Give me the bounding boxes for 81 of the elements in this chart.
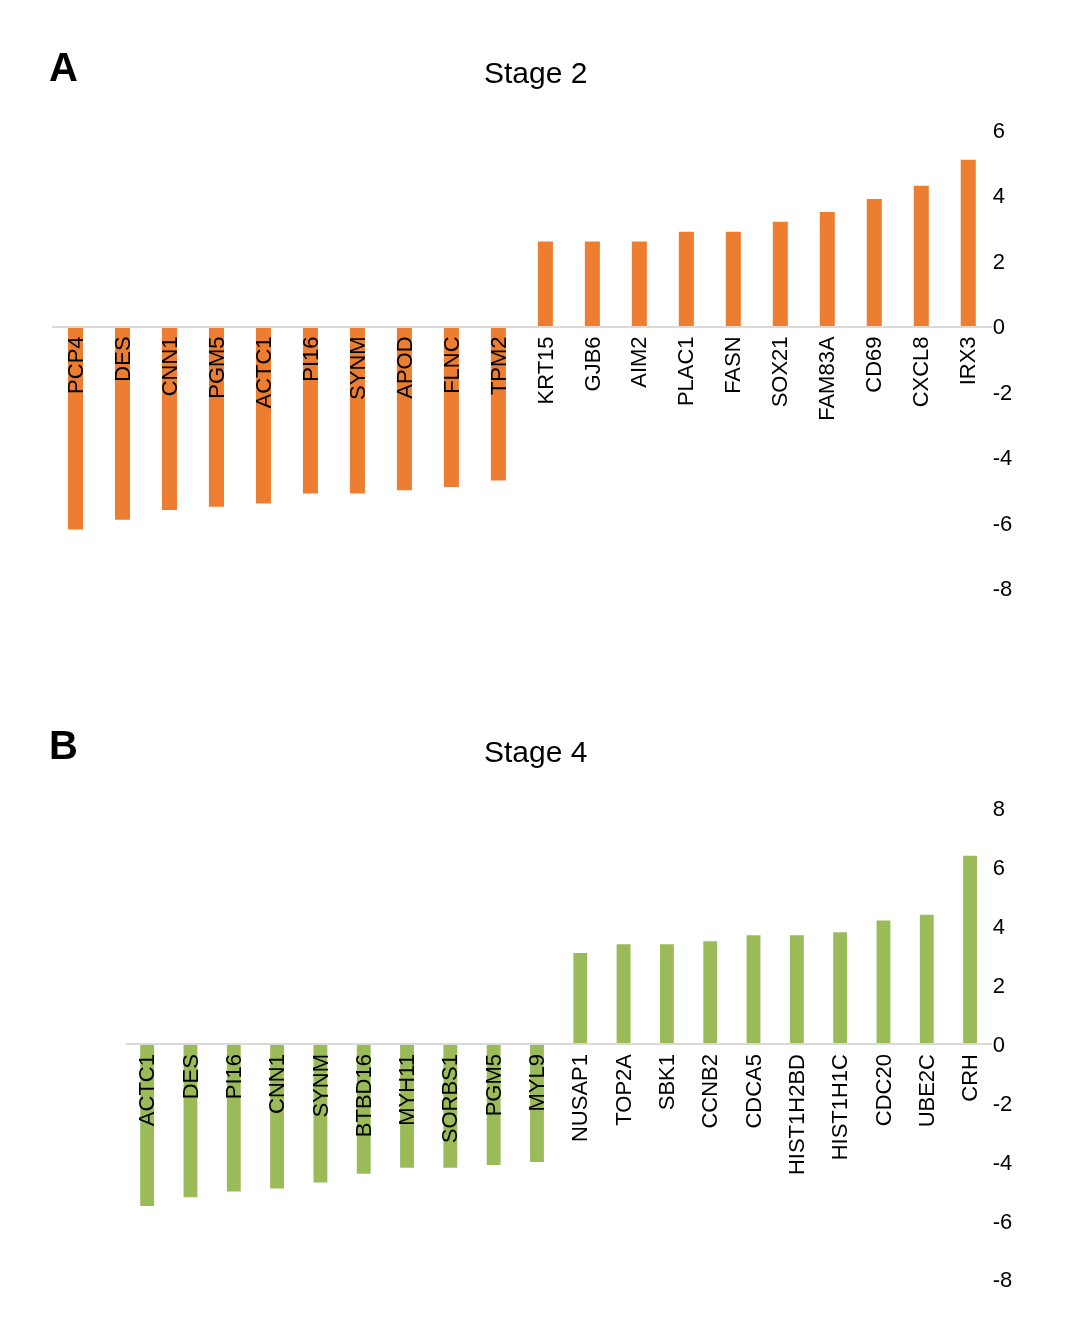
x-tick-label: PCP4	[62, 336, 88, 394]
text: A	[49, 45, 78, 89]
bar	[537, 241, 553, 327]
x-tick-label: DES	[109, 336, 135, 382]
bar	[772, 221, 788, 327]
bar	[960, 159, 976, 327]
bar	[876, 920, 891, 1045]
x-tick-label: GJB6	[579, 336, 605, 392]
y-tick-label: -8	[992, 1267, 1013, 1293]
y-tick-label: -4	[992, 445, 1013, 471]
y-tick-label: 8	[992, 796, 1005, 822]
x-tick-label: PI16	[297, 336, 323, 382]
x-tick-label: PLAC1	[673, 336, 699, 407]
y-tick-label: 6	[992, 855, 1005, 881]
bar	[584, 241, 600, 327]
x-tick-label: UBE2C	[913, 1053, 939, 1128]
x-tick-label: FAM83A	[814, 336, 840, 421]
x-tick-label: SYNM	[307, 1054, 333, 1118]
bar	[913, 185, 929, 327]
x-tick-label: BTBD16	[350, 1054, 376, 1138]
x-tick-label: NUSAP1	[567, 1054, 593, 1143]
y-tick-label: 2	[992, 973, 1005, 999]
y-tick-label: 4	[992, 914, 1005, 940]
y-tick-label: -6	[992, 510, 1013, 536]
x-tick-label: SOX21	[767, 336, 793, 408]
bar	[703, 941, 718, 1045]
x-tick-label: ACTC1	[250, 336, 276, 409]
x-tick-label: PGM5	[203, 336, 229, 399]
bar	[789, 935, 804, 1045]
x-tick-label: CNN1	[156, 336, 182, 397]
x-tick-label: MYL9	[524, 1054, 550, 1112]
bar	[678, 231, 694, 327]
bar	[866, 198, 882, 327]
x-tick-label: FASN	[720, 336, 746, 394]
bar	[631, 241, 647, 327]
y-tick-label: -2	[992, 1090, 1013, 1116]
x-tick-label: CRH	[957, 1054, 983, 1102]
x-tick-label: HIST1H2BD	[783, 1054, 809, 1176]
y-tick-label: 0	[992, 314, 1005, 340]
x-tick-label: PGM5	[480, 1054, 506, 1117]
x-tick-label: HIST1H1C	[827, 1053, 853, 1161]
x-tick-label: ACTC1	[134, 1054, 160, 1127]
x-tick-label: IRX3	[955, 336, 981, 386]
x-tick-label: SYNM	[344, 336, 370, 400]
x-tick-label: KRT15	[532, 336, 558, 405]
text: B	[49, 723, 78, 767]
bar	[746, 935, 761, 1045]
x-tick-label: CCNB2	[697, 1054, 723, 1129]
chart-title: Stage 2	[484, 56, 588, 89]
bar	[616, 944, 631, 1045]
x-tick-label: DES	[177, 1054, 203, 1100]
x-tick-label: TOP2A	[610, 1053, 636, 1126]
x-tick-label: CDC20	[870, 1054, 896, 1127]
x-tick-label: SBK1	[654, 1054, 680, 1111]
bar	[963, 855, 978, 1045]
y-tick-label: 2	[992, 248, 1005, 274]
chart-title: Stage 4	[484, 735, 588, 768]
bar	[725, 231, 741, 327]
y-tick-label: -6	[992, 1208, 1013, 1234]
y-tick-label: 0	[992, 1031, 1005, 1057]
x-tick-label: TPM2	[485, 336, 511, 396]
y-tick-label: -4	[992, 1149, 1013, 1175]
bar	[833, 932, 848, 1045]
y-tick-label: -2	[992, 379, 1013, 405]
y-tick-label: 6	[992, 117, 1005, 143]
x-tick-label: CD69	[861, 336, 887, 393]
bar	[819, 212, 835, 327]
x-tick-label: MYH11	[394, 1054, 420, 1126]
x-tick-label: CNN1	[264, 1054, 290, 1114]
x-tick-label: AIM2	[626, 336, 652, 388]
bar	[659, 944, 674, 1045]
x-tick-label: SORBS1	[437, 1054, 463, 1144]
x-tick-label: CDCA5	[740, 1054, 766, 1129]
bar	[573, 952, 588, 1045]
bar	[919, 914, 934, 1045]
x-tick-label: PI16	[220, 1054, 246, 1100]
y-tick-label: -8	[992, 576, 1013, 602]
y-tick-label: 4	[992, 183, 1005, 209]
x-tick-label: CXCL8	[908, 336, 934, 408]
x-tick-label: APOD	[391, 336, 417, 399]
x-tick-label: FLNC	[438, 336, 464, 394]
